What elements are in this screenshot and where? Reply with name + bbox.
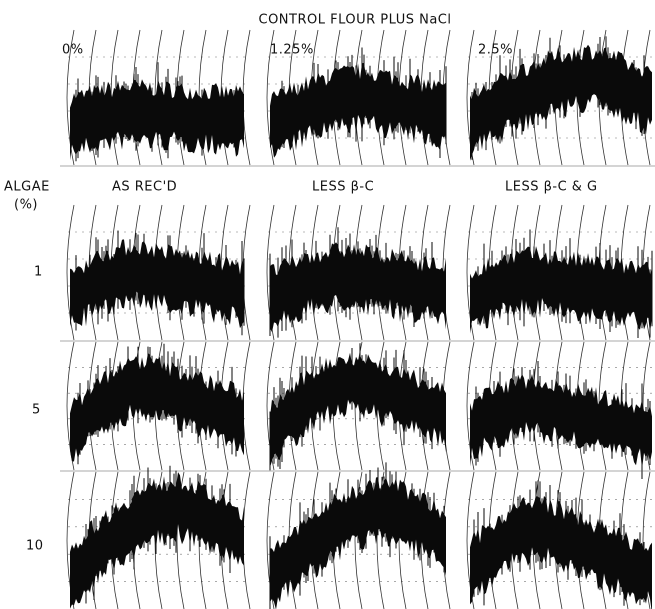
- panel-label: 2.5%: [478, 43, 513, 58]
- row-label: 10: [26, 539, 44, 554]
- column-header: AS REC'D: [112, 180, 177, 195]
- row-label: 5: [32, 403, 41, 418]
- panel-label: 0%: [62, 43, 84, 58]
- row-header: ALGAE: [4, 180, 50, 195]
- row-label: 1: [34, 265, 43, 280]
- panel-label: 1.25%: [270, 43, 314, 58]
- figure-title: CONTROL FLOUR PLUS NaCl: [259, 13, 452, 28]
- column-header: LESS β-C: [312, 180, 374, 195]
- row-unit: (%): [14, 198, 38, 213]
- figure: CONTROL FLOUR PLUS NaCl 0% 1.25% 2.5% AL…: [0, 0, 655, 609]
- column-header: LESS β-C & G: [505, 180, 598, 195]
